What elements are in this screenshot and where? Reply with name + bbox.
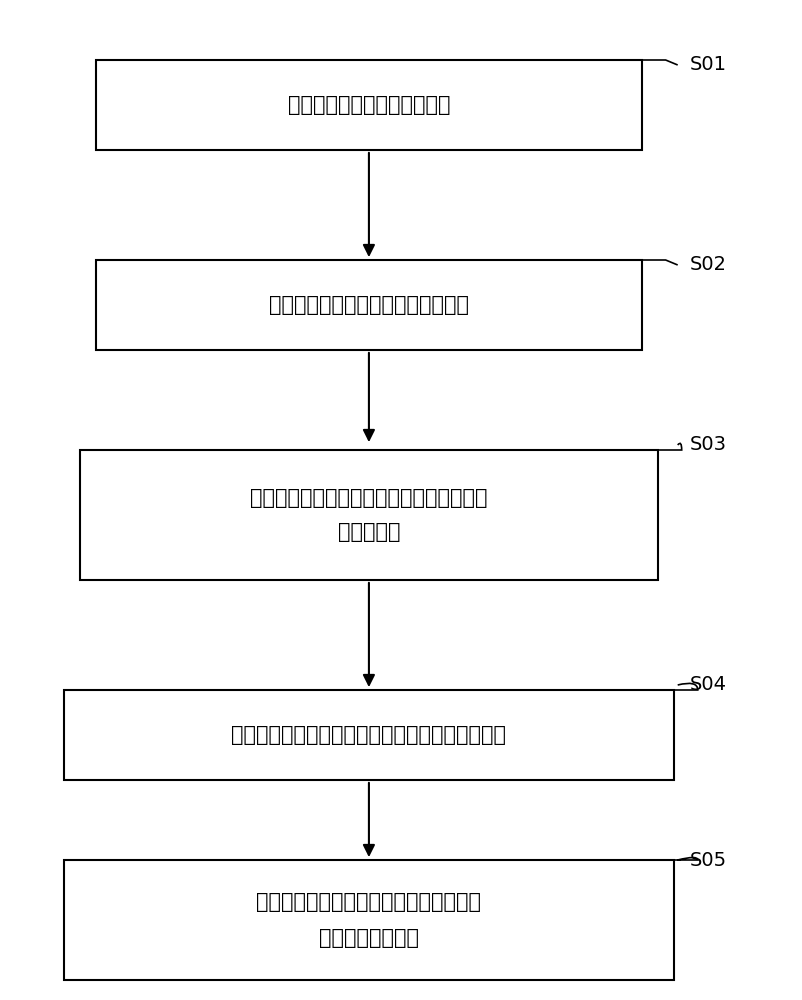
FancyBboxPatch shape <box>96 60 642 150</box>
FancyBboxPatch shape <box>96 260 642 350</box>
FancyBboxPatch shape <box>80 450 658 580</box>
Text: 在达到时间设定条件后，服务模块根据任: 在达到时间设定条件后，服务模块根据任 <box>257 892 481 912</box>
FancyBboxPatch shape <box>64 860 674 980</box>
Text: 启动执行器中的多个服务模块: 启动执行器中的多个服务模块 <box>288 95 450 115</box>
Text: 定时器模块接收定时任务规则，并且开始启动定时: 定时器模块接收定时任务规则，并且开始启动定时 <box>232 725 506 745</box>
Text: S03: S03 <box>690 436 727 454</box>
Text: S02: S02 <box>690 255 727 274</box>
Text: 根据分配定时任务请求进行任务调度: 根据分配定时任务请求进行任务调度 <box>269 295 469 315</box>
Text: 调度模块模块选择多个定时器中的相应一个: 调度模块模块选择多个定时器中的相应一个 <box>250 488 488 508</box>
Text: S04: S04 <box>690 676 727 694</box>
Text: 务规则启动或停止: 务规则启动或停止 <box>319 928 419 948</box>
FancyBboxPatch shape <box>64 690 674 780</box>
Text: 定时器模块: 定时器模块 <box>338 522 400 542</box>
Text: S01: S01 <box>690 55 727 75</box>
Text: S05: S05 <box>690 850 727 869</box>
